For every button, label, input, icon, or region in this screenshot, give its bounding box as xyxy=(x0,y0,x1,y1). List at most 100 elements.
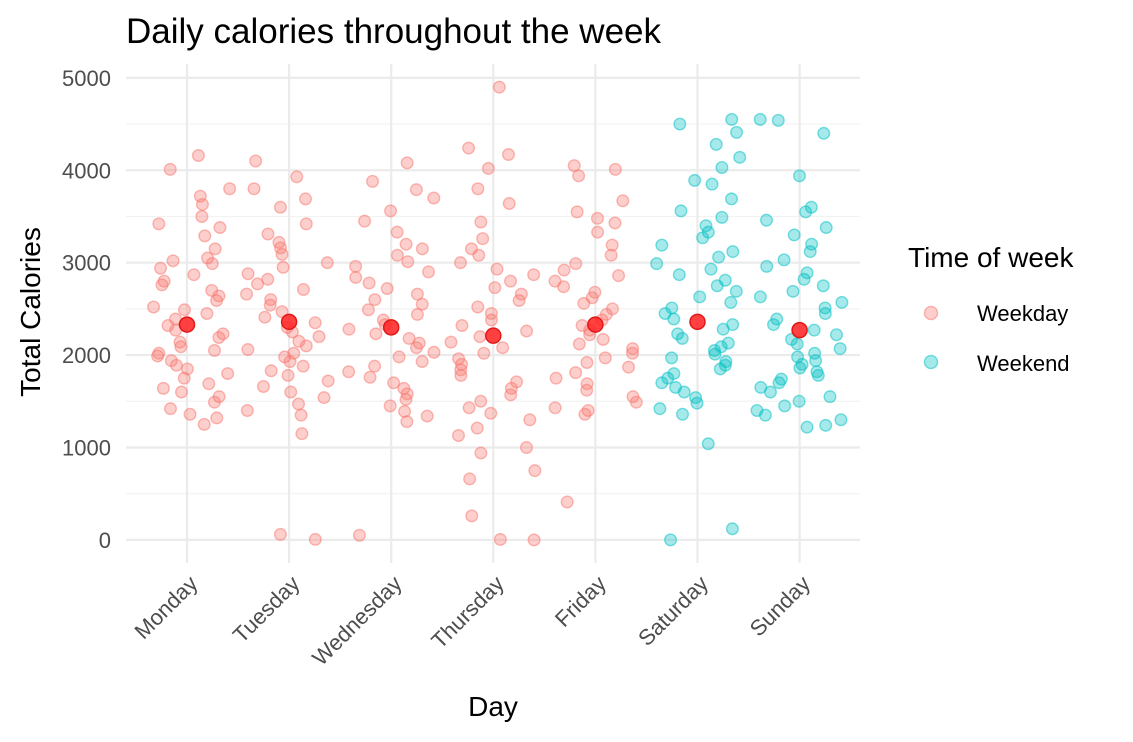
data-point-weekend xyxy=(823,390,837,404)
data-point-weekday xyxy=(210,411,224,425)
data-point-weekday xyxy=(570,205,584,219)
data-point-weekday xyxy=(488,281,502,295)
data-point-weekday xyxy=(523,413,537,427)
data-point-weekday xyxy=(622,360,636,374)
data-point-weekday xyxy=(342,322,356,336)
data-point-weekday xyxy=(299,339,313,353)
data-point-weekday xyxy=(154,261,168,275)
data-point-weekday xyxy=(580,383,594,397)
data-point-weekend xyxy=(708,347,722,361)
y-tick-label: 3000 xyxy=(62,251,111,276)
data-point-weekend xyxy=(800,420,814,434)
data-point-weekday xyxy=(484,406,498,420)
data-point-weekday xyxy=(363,370,377,384)
legend-label-weekday: Weekday xyxy=(977,301,1068,326)
data-point-weekday xyxy=(427,345,441,359)
data-point-weekday xyxy=(520,440,534,454)
data-point-weekday xyxy=(147,300,161,314)
data-point-weekday xyxy=(463,472,477,486)
data-point-weekday xyxy=(151,349,165,363)
data-point-weekend xyxy=(760,259,774,273)
data-point-weekend xyxy=(655,238,669,252)
y-tick-label: 0 xyxy=(99,528,111,553)
data-point-weekend xyxy=(803,245,817,259)
data-point-weekday xyxy=(608,216,622,230)
data-point-weekday xyxy=(261,227,275,241)
data-point-weekend xyxy=(818,307,832,321)
data-point-weekday xyxy=(296,359,310,373)
data-point-weekday xyxy=(281,368,295,382)
data-point-weekday xyxy=(210,294,224,308)
data-point-weekday xyxy=(195,209,209,223)
data-point-weekday xyxy=(400,156,414,170)
data-point-weekend xyxy=(693,290,707,304)
data-point-weekend xyxy=(676,407,690,421)
data-point-weekday xyxy=(392,350,406,364)
data-point-weekday xyxy=(629,395,643,409)
data-point-weekend xyxy=(701,437,715,451)
data-point-weekday xyxy=(276,260,290,274)
data-point-weekend xyxy=(819,418,833,432)
data-point-weekday xyxy=(187,268,201,282)
data-point-weekend xyxy=(705,177,719,191)
data-point-weekday xyxy=(605,238,619,252)
data-point-weekday xyxy=(174,385,188,399)
data-point-weekday xyxy=(241,343,255,357)
data-point-weekday xyxy=(409,183,423,197)
data-point-weekend xyxy=(787,228,801,242)
data-point-weekday xyxy=(264,364,278,378)
data-point-weekday xyxy=(317,391,331,405)
data-point-weekday xyxy=(166,254,180,268)
x-tick-label: Thursday xyxy=(426,571,509,654)
data-point-weekday xyxy=(368,359,382,373)
data-point-weekday xyxy=(299,217,313,231)
data-point-weekend xyxy=(715,210,729,224)
data-point-weekday xyxy=(223,182,237,196)
data-point-weekday xyxy=(380,282,394,296)
x-tick-label: Friday xyxy=(550,571,611,632)
data-point-weekday xyxy=(368,293,382,307)
data-point-weekday xyxy=(284,385,298,399)
data-point-weekend xyxy=(835,295,849,309)
data-point-weekend xyxy=(730,125,744,139)
data-point-weekday xyxy=(527,533,541,547)
data-point-weekday xyxy=(247,182,261,196)
data-point-weekend xyxy=(829,328,843,342)
data-point-weekday xyxy=(249,154,263,168)
data-point-weekend xyxy=(650,257,664,271)
y-tick-label: 1000 xyxy=(62,435,111,460)
data-point-weekend xyxy=(760,213,774,227)
data-point-weekday xyxy=(616,194,630,208)
data-point-weekday xyxy=(296,282,310,296)
data-point-weekday xyxy=(362,276,376,290)
data-point-weekend xyxy=(771,113,785,127)
data-point-weekend xyxy=(673,117,687,131)
data-point-weekday xyxy=(163,402,177,416)
data-point-weekday xyxy=(578,407,592,421)
data-point-weekday xyxy=(476,232,490,246)
data-point-weekday xyxy=(207,343,221,357)
data-point-weekday xyxy=(387,376,401,390)
data-point-weekend xyxy=(777,253,791,267)
data-point-weekday xyxy=(263,298,277,312)
data-point-weekday xyxy=(410,307,424,321)
data-point-weekend xyxy=(790,337,804,351)
data-point-weekday xyxy=(290,170,304,184)
data-point-weekday xyxy=(169,358,183,372)
data-point-weekday xyxy=(191,148,205,162)
data-point-weekday xyxy=(208,242,222,256)
data-point-weekend xyxy=(709,137,723,151)
data-point-weekday xyxy=(275,247,289,261)
data-point-weekend xyxy=(797,272,811,286)
data-point-weekend xyxy=(753,112,767,126)
data-point-weekday xyxy=(207,395,221,409)
data-point-weekday xyxy=(390,225,404,239)
data-point-weekday xyxy=(384,204,398,218)
data-point-weekend xyxy=(677,385,691,399)
data-point-weekday xyxy=(275,305,289,319)
data-point-weekday xyxy=(294,408,308,422)
mean-point xyxy=(178,316,196,333)
data-point-weekend xyxy=(792,169,806,183)
data-point-weekend xyxy=(667,312,681,326)
